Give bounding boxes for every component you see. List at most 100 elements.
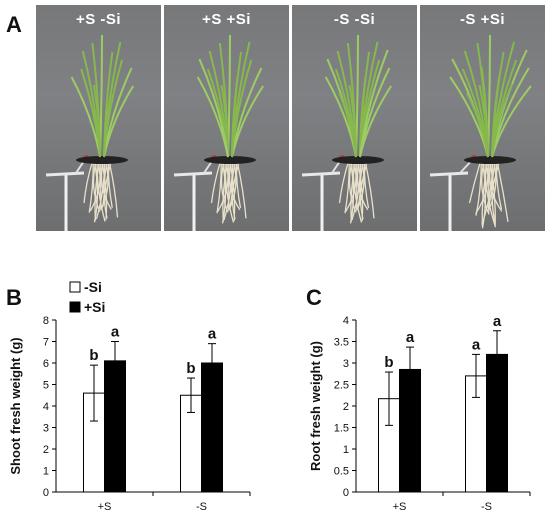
- root-strand: [481, 162, 494, 225]
- y-tick-label: 0: [43, 487, 49, 499]
- plant-photo-drawing: [301, 34, 392, 231]
- photo-s-minus-si-minus: -S -Si: [292, 5, 417, 231]
- root-strand: [496, 162, 509, 222]
- stand-arm: [173, 171, 213, 177]
- stand-arm: [429, 171, 469, 177]
- root-strand: [348, 162, 357, 213]
- root-strand: [100, 162, 112, 210]
- root-strand: [468, 162, 481, 204]
- root-strand: [484, 162, 497, 228]
- root-strand: [210, 162, 221, 204]
- y-axis-label: Root fresh weight (g): [308, 341, 323, 471]
- root-strand: [236, 162, 247, 219]
- x-tick-label: +S: [393, 501, 407, 513]
- holder-disc: [76, 156, 128, 164]
- root-strand: [352, 162, 363, 223]
- y-tick-label: 6: [43, 358, 49, 370]
- bar-si-plus: [104, 360, 126, 493]
- root-strand: [94, 162, 101, 221]
- root-strand: [83, 162, 93, 204]
- leaf-blade: [480, 66, 489, 158]
- plant-photo-drawing: [429, 34, 532, 231]
- root-strand: [363, 162, 370, 209]
- significance-letter: a: [208, 326, 217, 343]
- y-tick-label: 2: [343, 401, 349, 413]
- x-tick-label: -S: [481, 501, 492, 513]
- root-strand: [96, 162, 106, 222]
- plant-photo-drawing: [45, 34, 135, 231]
- root-strand: [235, 162, 242, 209]
- y-tick-label: 3.5: [334, 337, 349, 349]
- photo-s-minus-si-plus: -S +Si: [420, 5, 545, 231]
- leaf-blade: [491, 83, 513, 158]
- holder-disc: [464, 156, 516, 164]
- significance-letter: a: [472, 336, 481, 353]
- legend-swatch-si-minus: [69, 281, 81, 293]
- root-strand: [495, 162, 503, 210]
- leaf-blade: [198, 58, 229, 158]
- y-tick-label: 1: [343, 444, 349, 456]
- y-tick-label: 1.5: [334, 423, 349, 435]
- bar-si-plus: [201, 362, 223, 493]
- photo-label: -S -Si: [333, 11, 376, 28]
- root-strand: [220, 162, 229, 213]
- y-tick-label: 3: [343, 358, 349, 370]
- root-strand: [107, 162, 113, 208]
- y-tick-label: 7: [43, 337, 49, 349]
- leaf-blade: [103, 41, 122, 158]
- leaf-blade: [338, 92, 357, 158]
- panel-letter-a: A: [6, 12, 22, 37]
- photo-strip: +S -Si +S +Si -S -Si -S +Si: [36, 5, 546, 231]
- significance-letter: a: [111, 324, 120, 341]
- y-axis-label: Shoot fresh weight (g): [8, 337, 23, 474]
- root-strand: [351, 162, 362, 221]
- root-strand: [103, 162, 108, 219]
- leaf-blade: [93, 84, 101, 158]
- leaf-blade: [359, 75, 367, 158]
- stand-arm: [301, 171, 341, 177]
- root-strand: [216, 162, 222, 214]
- plant-photo-drawing: [173, 34, 264, 231]
- bar-si-plus: [399, 368, 421, 493]
- y-tick-label: 0: [343, 487, 349, 499]
- root-strand: [222, 162, 229, 222]
- root-strand: [481, 162, 487, 229]
- legend-label-si-minus: -Si: [84, 279, 102, 295]
- root-strand: [92, 162, 101, 213]
- panel-letter-b: B: [6, 285, 22, 310]
- shoot-weight-chart: Shoot fresh weight (g)012345678+Sba-Sba-…: [8, 279, 251, 513]
- panel-letter-c: C: [306, 285, 322, 310]
- significance-letter: a: [406, 329, 415, 346]
- significance-letter: b: [384, 354, 393, 371]
- root-strand: [223, 162, 234, 221]
- y-tick-label: 0.5: [334, 466, 349, 478]
- root-strand: [364, 162, 375, 219]
- root-strand: [88, 162, 94, 213]
- root-strand: [224, 162, 235, 223]
- photo-label: -S +Si: [459, 11, 506, 28]
- root-strand: [481, 162, 490, 215]
- y-tick-label: 3: [43, 423, 49, 435]
- leaf-blade: [231, 75, 239, 158]
- y-tick-label: 8: [43, 315, 49, 327]
- root-strand: [102, 162, 112, 208]
- y-tick-label: 2: [43, 444, 49, 456]
- root-strand: [338, 162, 349, 204]
- root-strand: [487, 162, 500, 209]
- y-tick-label: 2.5: [334, 380, 349, 392]
- root-strand: [228, 162, 241, 211]
- root-strand: [356, 162, 369, 211]
- photo-label: +S +Si: [202, 11, 251, 28]
- photo-label: +S -Si: [75, 11, 122, 28]
- root-strand: [357, 162, 368, 208]
- root-strand: [108, 162, 119, 218]
- root-weight-chart: Root fresh weight (g) 0 0.5 1 1.5 2 2.5 3 3.5 4 +S…: [308, 313, 531, 513]
- holder-disc: [332, 156, 384, 164]
- photo-s-plus-si-plus: +S +Si: [164, 5, 289, 231]
- leaf-blade: [359, 49, 389, 158]
- holder-disc: [204, 156, 256, 164]
- root-strand: [344, 162, 350, 214]
- root-strand: [95, 162, 106, 220]
- bar-si-plus: [486, 353, 508, 493]
- x-tick-label: -S: [196, 501, 207, 513]
